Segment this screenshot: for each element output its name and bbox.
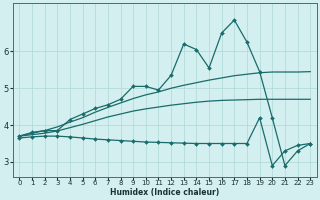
X-axis label: Humidex (Indice chaleur): Humidex (Indice chaleur) bbox=[110, 188, 220, 197]
